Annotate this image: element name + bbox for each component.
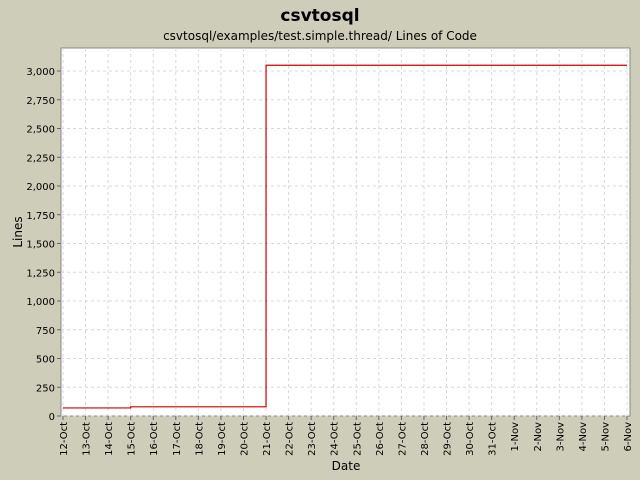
x-tick-label: 6-Nov [623,422,634,452]
y-tick-label: 2,750 [26,96,55,107]
y-axis-label: Lines [11,216,25,247]
x-tick-label: 13-Oct [82,422,93,456]
y-tick-label: 1,250 [26,268,55,279]
y-tick-label: 2,250 [26,153,55,164]
x-tick-label: 25-Oct [352,422,363,456]
x-tick-label: 26-Oct [375,422,386,456]
chart-title: csvtosql [280,6,359,26]
x-tick-label: 15-Oct [127,422,138,456]
y-tick-label: 3,000 [26,67,55,78]
x-tick-label: 17-Oct [172,422,183,456]
x-tick-label: 19-Oct [217,422,228,456]
x-tick-label: 20-Oct [239,422,250,456]
x-tick-label: 30-Oct [465,422,476,456]
x-tick-label: 4-Nov [578,422,589,452]
x-tick-label: 2-Nov [533,422,544,452]
x-tick-label: 18-Oct [194,422,205,456]
y-tick-label: 1,500 [26,240,55,251]
y-tick-label: 0 [49,412,55,423]
x-tick-label: 28-Oct [420,422,431,456]
y-tick-label: 2,500 [26,125,55,136]
y-tick-label: 1,000 [26,297,55,308]
x-tick-label: 16-Oct [149,422,160,456]
chart-subtitle: csvtosql/examples/test.simple.thread/ Li… [163,29,477,43]
x-tick-label: 27-Oct [397,422,408,456]
x-tick-label: 1-Nov [510,422,521,452]
y-tick-label: 500 [36,355,55,366]
x-axis-label: Date [332,459,361,473]
x-tick-label: 12-Oct [59,422,70,456]
x-tick-label: 3-Nov [555,422,566,452]
x-tick-label: 23-Oct [307,422,318,456]
x-tick-label: 5-Nov [600,422,611,452]
plot-area [60,47,631,417]
x-tick-label: 14-Oct [104,422,115,456]
y-tick-label: 2,000 [26,182,55,193]
y-tick-label: 250 [36,383,55,394]
x-tick-label: 21-Oct [262,422,273,456]
y-tick-label: 750 [36,326,55,337]
x-tick-label: 24-Oct [330,422,341,456]
x-tick-label: 29-Oct [443,422,454,456]
data-line [63,64,627,409]
y-tick-label: 1,750 [26,211,55,222]
x-tick-label: 22-Oct [285,422,296,456]
x-tick-label: 31-Oct [488,422,499,456]
